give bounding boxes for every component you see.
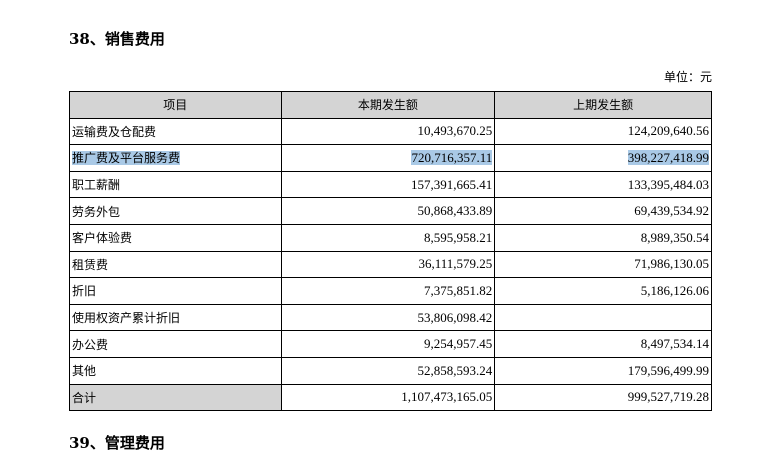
column-header: 上期发生额 <box>494 91 712 119</box>
previous-amount-text: 5,186,126.06 <box>640 282 709 298</box>
total-row: 合计 1,107,473,165.05 999,527,719.28 <box>69 383 712 412</box>
current-amount-text: 50,868,433.89 <box>417 203 493 219</box>
item-cell-text: 其他 <box>72 364 97 379</box>
previous-amount-text: 69,439,534.92 <box>634 203 709 219</box>
current-amount-text: 9,254,957.45 <box>424 336 493 352</box>
unit-label: 单位：元 <box>663 70 712 84</box>
item-cell-text: 折旧 <box>72 284 97 299</box>
table-row: 租赁费 36,111,579.25 71,986,130.05 <box>69 250 712 279</box>
current-amount: 52,858,593.24 <box>280 356 496 385</box>
previous-amount: 71,986,130.05 <box>494 250 712 279</box>
total-previous: 999,527,719.28 <box>494 383 712 412</box>
item-cell-text: 推广费及平台服务费 <box>72 151 181 166</box>
item-cell-text: 劳务外包 <box>72 204 121 219</box>
item-cell: 推广费及平台服务费 <box>69 144 282 172</box>
current-amount: 10,493,670.25 <box>280 117 496 146</box>
current-amount: 8,595,958.21 <box>280 223 496 252</box>
previous-amount: 179,596,499.99 <box>494 356 712 385</box>
previous-amount: 69,439,534.92 <box>494 197 712 225</box>
item-cell: 使用权资产累计折旧 <box>69 303 282 332</box>
table-row: 使用权资产累计折旧 53,806,098.42 <box>69 303 712 332</box>
item-cell-text: 职工薪酬 <box>72 178 121 193</box>
current-amount-text: 10,493,670.25 <box>417 123 493 139</box>
current-amount: 53,806,098.42 <box>280 303 496 332</box>
previous-amount-text: 71,986,130.05 <box>634 256 709 272</box>
table-row: 劳务外包 50,868,433.89 69,439,534.92 <box>69 197 712 225</box>
next-section-title: 39、管理费用 <box>69 434 165 452</box>
table-row: 客户体验费 8,595,958.21 8,989,350.54 <box>69 223 712 252</box>
table-row: 职工薪酬 157,391,665.41 133,395,484.03 <box>69 170 712 199</box>
current-amount: 7,375,851.82 <box>280 277 496 305</box>
current-amount-text: 53,806,098.42 <box>417 309 493 325</box>
item-cell-text: 客户体验费 <box>72 231 133 246</box>
previous-amount-text: 133,395,484.03 <box>627 176 709 192</box>
table-row: 推广费及平台服务费 720,716,357.11 398,227,418.99 <box>69 144 712 172</box>
column-header: 本期发生额 <box>280 91 496 119</box>
current-amount-text: 8,595,958.21 <box>424 229 493 245</box>
previous-amount <box>494 303 712 332</box>
current-amount-text: 720,716,357.11 <box>411 149 493 165</box>
sales-expense-table: 项目 本期发生额 上期发生额 运输费及仓配费 10,493,670.25 124,2… <box>69 91 712 412</box>
current-amount: 720,716,357.11 <box>280 144 496 172</box>
previous-amount: 398,227,418.99 <box>494 144 712 172</box>
table-row: 折旧 7,375,851.82 5,186,126.06 <box>69 277 712 305</box>
current-amount-text: 52,858,593.24 <box>417 362 493 378</box>
item-cell: 租赁费 <box>69 250 282 279</box>
previous-amount-text: 179,596,499.99 <box>627 362 709 378</box>
previous-amount-text: 398,227,418.99 <box>627 149 709 165</box>
item-cell: 办公费 <box>69 330 282 358</box>
item-cell-text: 租赁费 <box>72 257 109 272</box>
previous-amount: 124,209,640.56 <box>494 117 712 146</box>
section-title: 38、销售费用 <box>69 30 165 48</box>
current-amount: 9,254,957.45 <box>280 330 496 358</box>
item-cell-text: 使用权资产累计折旧 <box>72 311 181 326</box>
table-row: 其他 52,858,593.24 179,596,499.99 <box>69 356 712 385</box>
table-row: 办公费 9,254,957.45 8,497,534.14 <box>69 330 712 358</box>
previous-amount-text: 124,209,640.56 <box>627 123 709 139</box>
current-amount-text: 7,375,851.82 <box>424 282 493 298</box>
item-cell: 职工薪酬 <box>69 170 282 199</box>
previous-amount-text: 8,497,534.14 <box>640 336 709 352</box>
item-cell-text: 运输费及仓配费 <box>72 124 157 139</box>
item-cell: 客户体验费 <box>69 223 282 252</box>
item-cell: 折旧 <box>69 277 282 305</box>
current-amount: 50,868,433.89 <box>280 197 496 225</box>
previous-amount: 8,989,350.54 <box>494 223 712 252</box>
previous-amount: 133,395,484.03 <box>494 170 712 199</box>
current-amount: 157,391,665.41 <box>280 170 496 199</box>
current-amount-text: 157,391,665.41 <box>411 176 493 192</box>
item-cell-text: 办公费 <box>72 337 109 352</box>
item-cell: 其他 <box>69 356 282 385</box>
table-row: 运输费及仓配费 10,493,670.25 124,209,640.56 <box>69 117 712 146</box>
previous-amount: 8,497,534.14 <box>494 330 712 358</box>
current-amount: 36,111,579.25 <box>280 250 496 279</box>
previous-amount-text: 8,989,350.54 <box>640 229 709 245</box>
column-header: 项目 <box>69 91 282 119</box>
item-cell: 运输费及仓配费 <box>69 117 282 146</box>
current-amount-text: 36,111,579.25 <box>418 256 493 272</box>
table-header: 项目 本期发生额 上期发生额 <box>69 91 712 119</box>
total-label: 合计 <box>69 383 282 412</box>
item-cell: 劳务外包 <box>69 197 282 225</box>
previous-amount: 5,186,126.06 <box>494 277 712 305</box>
total-current: 1,107,473,165.05 <box>280 383 496 412</box>
